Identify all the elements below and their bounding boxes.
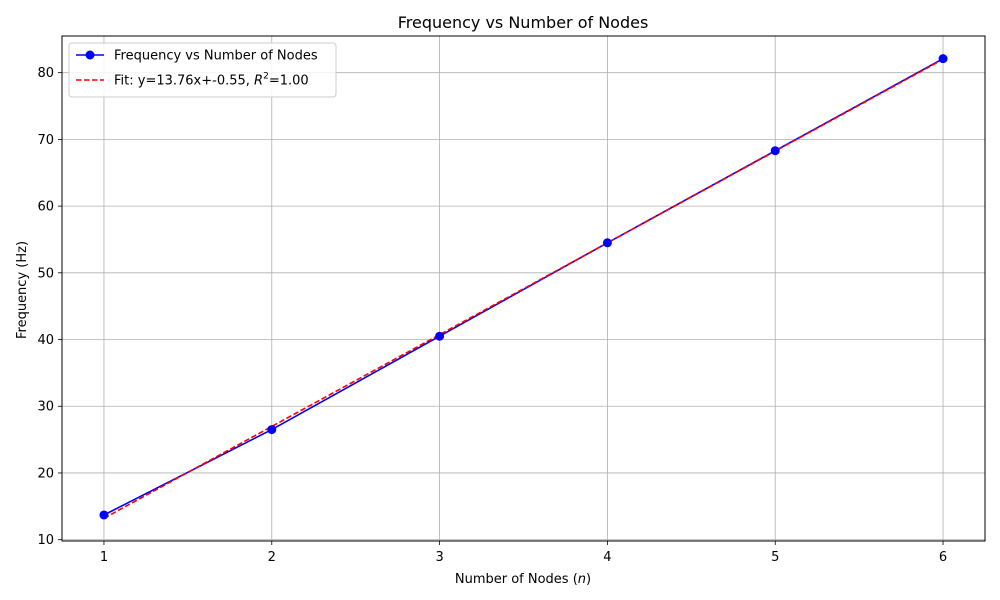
y-tick-label: 70 xyxy=(37,133,54,148)
y-tick-label: 10 xyxy=(37,533,54,548)
x-axis-label-suffix: ) xyxy=(586,572,591,587)
legend-label-data: Frequency vs Number of Nodes xyxy=(114,49,318,64)
y-tick-label: 80 xyxy=(37,66,54,81)
y-axis-label: Frequency (Hz) xyxy=(15,241,30,339)
x-tick-label: 5 xyxy=(771,550,779,565)
plot-frame xyxy=(61,35,986,542)
x-tick-label: 4 xyxy=(603,550,611,565)
y-tick-label: 30 xyxy=(37,400,54,415)
grid xyxy=(62,36,985,541)
y-tick-label: 40 xyxy=(37,333,54,348)
legend: Frequency vs Number of Nodes Fit: y=13.7… xyxy=(68,42,337,98)
y-tick-label: 60 xyxy=(37,200,54,215)
legend-label-fit: Fit: y=13.76x+-0.55, R2=1.00 xyxy=(114,72,309,89)
legend-box xyxy=(68,42,337,98)
x-axis-label: Number of Nodes (n) xyxy=(455,572,591,587)
legend-label-fit-prefix: Fit: y=13.76x+-0.55, xyxy=(114,74,254,89)
data-point xyxy=(435,331,445,341)
series-layer xyxy=(99,54,948,520)
legend-marker-data xyxy=(85,50,95,60)
chart-title: Frequency vs Number of Nodes xyxy=(398,13,649,32)
legend-label-fit-sup: 2 xyxy=(263,72,269,82)
x-axis-ticks: 1 2 3 4 5 6 xyxy=(100,541,947,565)
x-tick-label: 1 xyxy=(100,550,108,565)
y-tick-label: 20 xyxy=(37,466,54,481)
data-point xyxy=(267,425,277,435)
data-point xyxy=(99,510,109,520)
x-tick-label: 3 xyxy=(435,550,443,565)
x-axis-label-variable: n xyxy=(578,572,586,587)
legend-label-fit-suffix: =1.00 xyxy=(269,74,309,89)
data-point xyxy=(602,238,612,248)
x-tick-label: 6 xyxy=(939,550,947,565)
legend-label-fit-r: R xyxy=(254,74,263,89)
y-axis-ticks: 10 20 30 40 50 60 70 80 xyxy=(37,66,62,548)
data-point xyxy=(938,54,948,64)
x-tick-label: 2 xyxy=(268,550,276,565)
x-axis-label-text: Number of Nodes ( xyxy=(455,572,578,587)
y-tick-label: 50 xyxy=(37,266,54,281)
series-line-fit xyxy=(103,58,944,519)
data-point xyxy=(770,146,780,156)
